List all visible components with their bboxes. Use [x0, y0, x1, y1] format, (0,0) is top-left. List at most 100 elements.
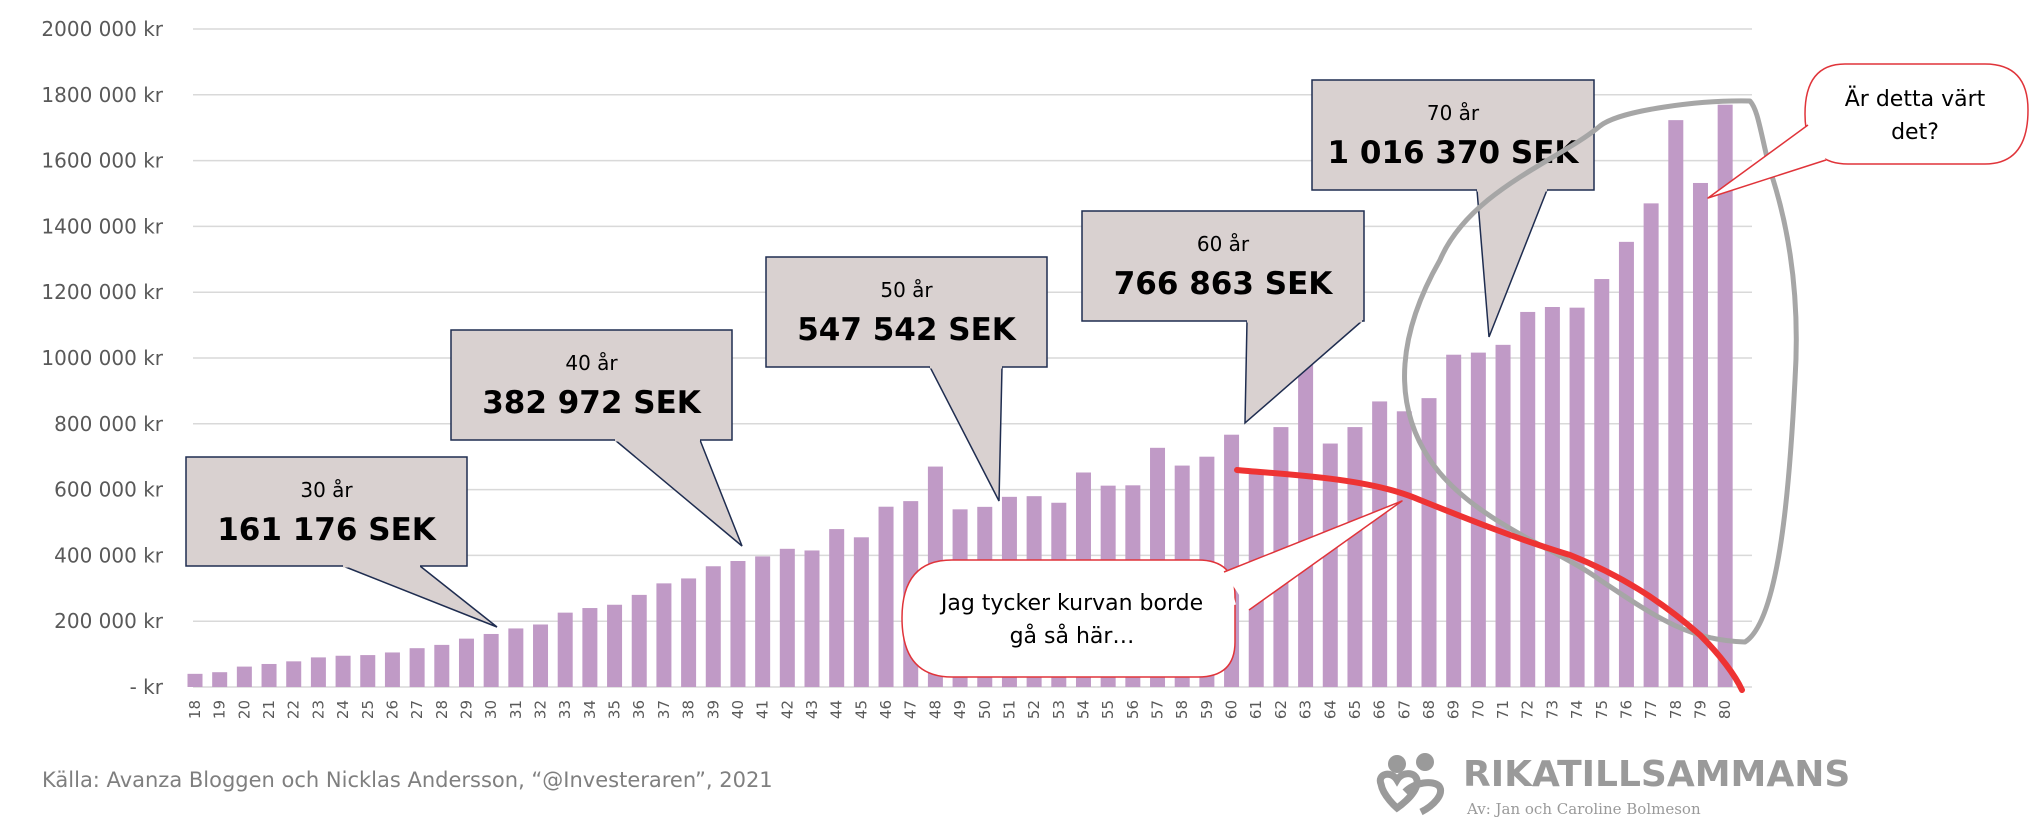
bar-age-78	[1668, 120, 1684, 688]
bar-age-72	[1520, 311, 1536, 687]
bar-age-74	[1569, 307, 1585, 687]
bar-age-23	[310, 657, 326, 687]
x-tick-label: 31	[507, 700, 525, 719]
x-tick-label: 19	[211, 700, 229, 719]
y-tick-label: 1800 000 kr	[41, 83, 163, 107]
x-tick-label: 40	[729, 700, 747, 719]
bar-age-29	[458, 638, 474, 687]
bar-age-73	[1544, 307, 1560, 687]
bar-age-21	[261, 663, 277, 687]
bar-age-25	[360, 655, 376, 687]
logo-subtitle: Av: Jan och Caroline Bolmeson	[1467, 800, 1701, 818]
x-tick-label: 74	[1568, 700, 1586, 719]
bar-age-71	[1495, 344, 1511, 687]
x-tick-label: 56	[1124, 700, 1142, 719]
bar-age-43	[804, 550, 820, 687]
bar-age-40	[730, 561, 746, 687]
bubble-worth-line2: det?	[1891, 120, 1939, 145]
x-tick-label: 28	[433, 700, 451, 719]
x-tick-label: 77	[1642, 700, 1660, 719]
x-tick-label: 33	[556, 700, 574, 719]
x-tick-label: 39	[704, 700, 722, 719]
x-tick-label: 72	[1519, 700, 1537, 719]
annotations: 30 år 161 176 SEK 40 år 382 972 SEK 50 år 547…	[185, 63, 2029, 693]
callout-70-år: 70 år1 016 370 SEK	[1311, 79, 1595, 338]
bar-age-35	[607, 604, 623, 687]
x-tick-label: 73	[1543, 700, 1561, 719]
bar-age-67	[1396, 411, 1412, 687]
y-tick-label: 1200 000 kr	[41, 280, 163, 304]
logo: RIKATILLSAMMANS Av: Jan och Caroline Bol…	[1375, 752, 1855, 822]
x-tick-label: 61	[1247, 700, 1265, 719]
x-tick-label: 63	[1297, 700, 1315, 719]
bar-age-63	[1298, 361, 1314, 687]
bar-age-70	[1470, 352, 1486, 687]
x-tick-label: 67	[1395, 700, 1413, 719]
bubble-curve-line2: gå så här…	[1010, 623, 1135, 649]
bar-age-79	[1692, 182, 1708, 688]
x-tick-label: 78	[1667, 700, 1685, 719]
x-tick-label: 75	[1593, 700, 1611, 719]
y-tick-label: 1400 000 kr	[41, 214, 163, 238]
x-tick-label: 79	[1691, 700, 1709, 719]
bar-age-27	[409, 648, 425, 687]
x-tick-label: 70	[1469, 700, 1487, 719]
bar-age-34	[582, 608, 598, 687]
x-tick-label: 21	[260, 700, 278, 719]
source-note: Källa: Avanza Bloggen och Nicklas Anders…	[42, 768, 773, 792]
bar-age-37	[656, 583, 672, 687]
callout-age: 60 år	[1197, 232, 1250, 256]
bar-age-45	[853, 537, 869, 687]
bar-age-33	[557, 612, 573, 687]
bar-age-69	[1446, 354, 1462, 687]
speech-bubble-worth: Är detta värt det?	[1707, 63, 2029, 199]
bar-age-44	[829, 529, 845, 687]
bar-age-46	[878, 506, 894, 687]
callout-value: 547 542 SEK	[797, 312, 1017, 348]
x-tick-label: 53	[1050, 700, 1068, 719]
bar-age-66	[1372, 401, 1388, 687]
x-tick-label: 68	[1420, 700, 1438, 719]
x-tick-label: 58	[1173, 700, 1191, 719]
y-tick-label: 600 000 kr	[54, 478, 164, 502]
x-tick-label: 27	[408, 700, 426, 719]
callout-40-år: 40 år 382 972 SEK	[450, 329, 743, 547]
x-tick-label: 44	[828, 700, 846, 719]
y-tick-label: 1000 000 kr	[41, 346, 163, 370]
callout-60-år: 60 år 766 863 SEK	[1081, 210, 1365, 425]
x-tick-label: 51	[1000, 700, 1018, 719]
y-tick-label: - kr	[130, 675, 164, 699]
bar-age-76	[1618, 241, 1634, 687]
bar-age-36	[631, 594, 647, 687]
x-tick-label: 38	[680, 700, 698, 719]
x-tick-label: 25	[359, 700, 377, 719]
logo-name: RIKATILLSAMMANS	[1463, 754, 1851, 795]
bar-age-19	[212, 672, 228, 687]
x-tick-label: 54	[1074, 700, 1092, 719]
y-tick-label: 200 000 kr	[54, 609, 164, 633]
y-axis-ticks: - kr 200 000 kr 400 000 kr 600 000 kr 800 00…	[41, 17, 163, 699]
x-tick-label: 50	[976, 700, 994, 719]
y-tick-label: 800 000 kr	[54, 412, 164, 436]
x-axis-ticks: 18 19 20 21 22 23 24 25 26 27 28 29 30 31 32 33 34 35 36 37…	[186, 700, 1734, 719]
bar-age-64	[1322, 443, 1338, 687]
x-tick-label: 57	[1149, 700, 1167, 719]
x-tick-label: 46	[877, 700, 895, 719]
y-tick-label: 1600 000 kr	[41, 149, 163, 173]
logo-icon	[1376, 753, 1444, 816]
x-tick-label: 62	[1272, 700, 1290, 719]
callout-50-år: 50 år 547 542 SEK	[765, 256, 1048, 502]
bar-age-38	[681, 578, 697, 687]
callout-30-år: 30 år 161 176 SEK	[185, 456, 498, 628]
x-tick-label: 29	[457, 700, 475, 719]
bar-age-28	[434, 644, 450, 687]
y-tick-label: 2000 000 kr	[41, 17, 163, 41]
x-tick-label: 76	[1617, 700, 1635, 719]
bar-age-32	[533, 624, 549, 687]
bar-age-77	[1643, 203, 1659, 687]
x-tick-label: 30	[482, 700, 500, 719]
x-tick-label: 59	[1198, 700, 1216, 719]
x-tick-label: 18	[186, 700, 204, 719]
bar-age-22	[286, 661, 302, 687]
